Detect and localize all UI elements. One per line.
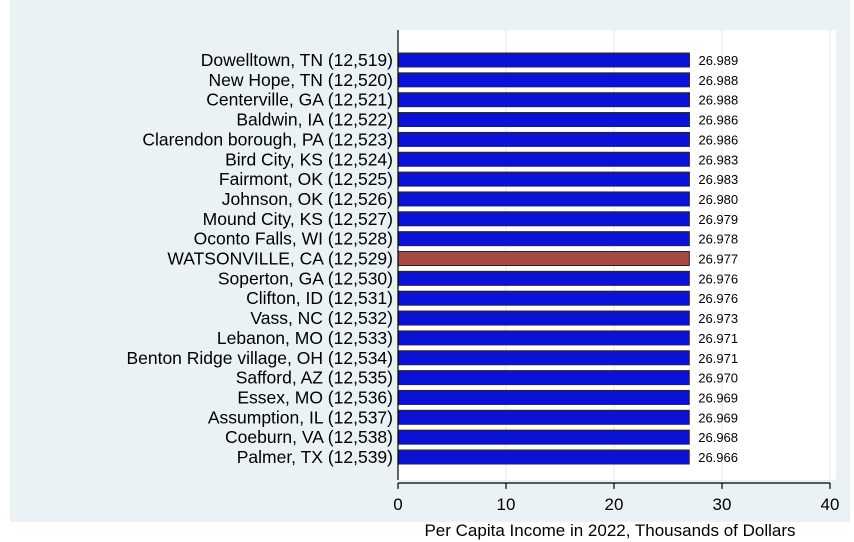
value-label: 26.988	[698, 73, 738, 88]
category-label: Safford, AZ (12,535)	[236, 368, 393, 388]
bar-layer: Dowelltown, TN (12,519) 26.989 New Hope, T…	[126, 50, 738, 467]
category-label: Essex, MO (12,536)	[237, 387, 393, 407]
bar	[397, 389, 690, 405]
bar	[397, 330, 690, 346]
category-label: Vass, NC (12,532)	[250, 308, 393, 328]
category-label: Coeburn, VA (12,538)	[225, 427, 393, 447]
value-label: 26.973	[698, 311, 738, 326]
category-label: Baldwin, IA (12,522)	[236, 110, 393, 130]
bar	[397, 310, 690, 326]
value-label: 26.976	[698, 271, 738, 286]
bar	[397, 171, 690, 187]
value-label: 26.977	[698, 252, 738, 267]
bar	[397, 131, 690, 147]
bar	[397, 191, 690, 207]
value-label: 26.971	[698, 351, 738, 366]
value-label: 26.968	[698, 430, 738, 445]
bar	[397, 429, 690, 445]
category-label: New Hope, TN (12,520)	[209, 70, 394, 90]
category-label: Assumption, IL (12,537)	[208, 407, 393, 427]
bar	[397, 151, 690, 167]
x-tick-label: 20	[605, 495, 624, 514]
category-label: Oconto Falls, WI (12,528)	[194, 229, 393, 249]
category-label: Lebanon, MO (12,533)	[217, 328, 393, 348]
bar	[397, 350, 690, 366]
value-label: 26.970	[698, 371, 738, 386]
category-label: Mound City, KS (12,527)	[203, 209, 393, 229]
category-label: Palmer, TX (12,539)	[237, 447, 393, 467]
bar-highlighted	[397, 251, 690, 266]
value-label: 26.986	[698, 132, 738, 147]
value-label: 26.986	[698, 113, 738, 128]
value-label: 26.988	[698, 93, 738, 108]
category-label: Dowelltown, TN (12,519)	[201, 50, 393, 70]
bar	[397, 52, 690, 68]
bar	[397, 231, 690, 247]
value-label: 26.980	[698, 192, 738, 207]
x-tick-label: 40	[821, 495, 840, 514]
category-label: Bird City, KS (12,524)	[225, 149, 393, 169]
bar	[397, 211, 690, 227]
value-label: 26.969	[698, 410, 738, 425]
x-tick-label: 10	[497, 495, 516, 514]
bar	[397, 290, 690, 306]
category-label: Soperton, GA (12,530)	[218, 268, 393, 288]
category-label: Clarendon borough, PA (12,523)	[142, 129, 393, 149]
bar	[397, 72, 690, 88]
bar	[397, 92, 690, 108]
value-label: 26.983	[698, 172, 738, 187]
category-label: Fairmont, OK (12,525)	[219, 169, 393, 189]
value-label: 26.971	[698, 331, 738, 346]
value-label: 26.983	[698, 152, 738, 167]
bar	[397, 270, 690, 286]
value-label: 26.978	[698, 232, 738, 247]
value-label: 26.979	[698, 212, 738, 227]
category-label: Benton Ridge village, OH (12,534)	[126, 348, 393, 368]
x-axis-title: Per Capita Income in 2022, Thousands of …	[424, 521, 795, 540]
category-label: WATSONVILLE, CA (12,529)	[167, 249, 393, 269]
axis-layer: 0 10 20 30 40	[393, 30, 839, 514]
bar	[397, 370, 690, 386]
bar	[397, 409, 690, 425]
bar	[397, 112, 690, 128]
category-label: Johnson, OK (12,526)	[222, 189, 393, 209]
x-tick-label: 30	[713, 495, 732, 514]
x-tick-label: 0	[393, 495, 402, 514]
value-label: 26.989	[698, 53, 738, 68]
bar	[397, 449, 690, 465]
category-label: Centerville, GA (12,521)	[206, 90, 393, 110]
category-label: Clifton, ID (12,531)	[246, 288, 393, 308]
value-label: 26.966	[698, 450, 738, 465]
value-label: 26.976	[698, 291, 738, 306]
value-label: 26.969	[698, 390, 738, 405]
